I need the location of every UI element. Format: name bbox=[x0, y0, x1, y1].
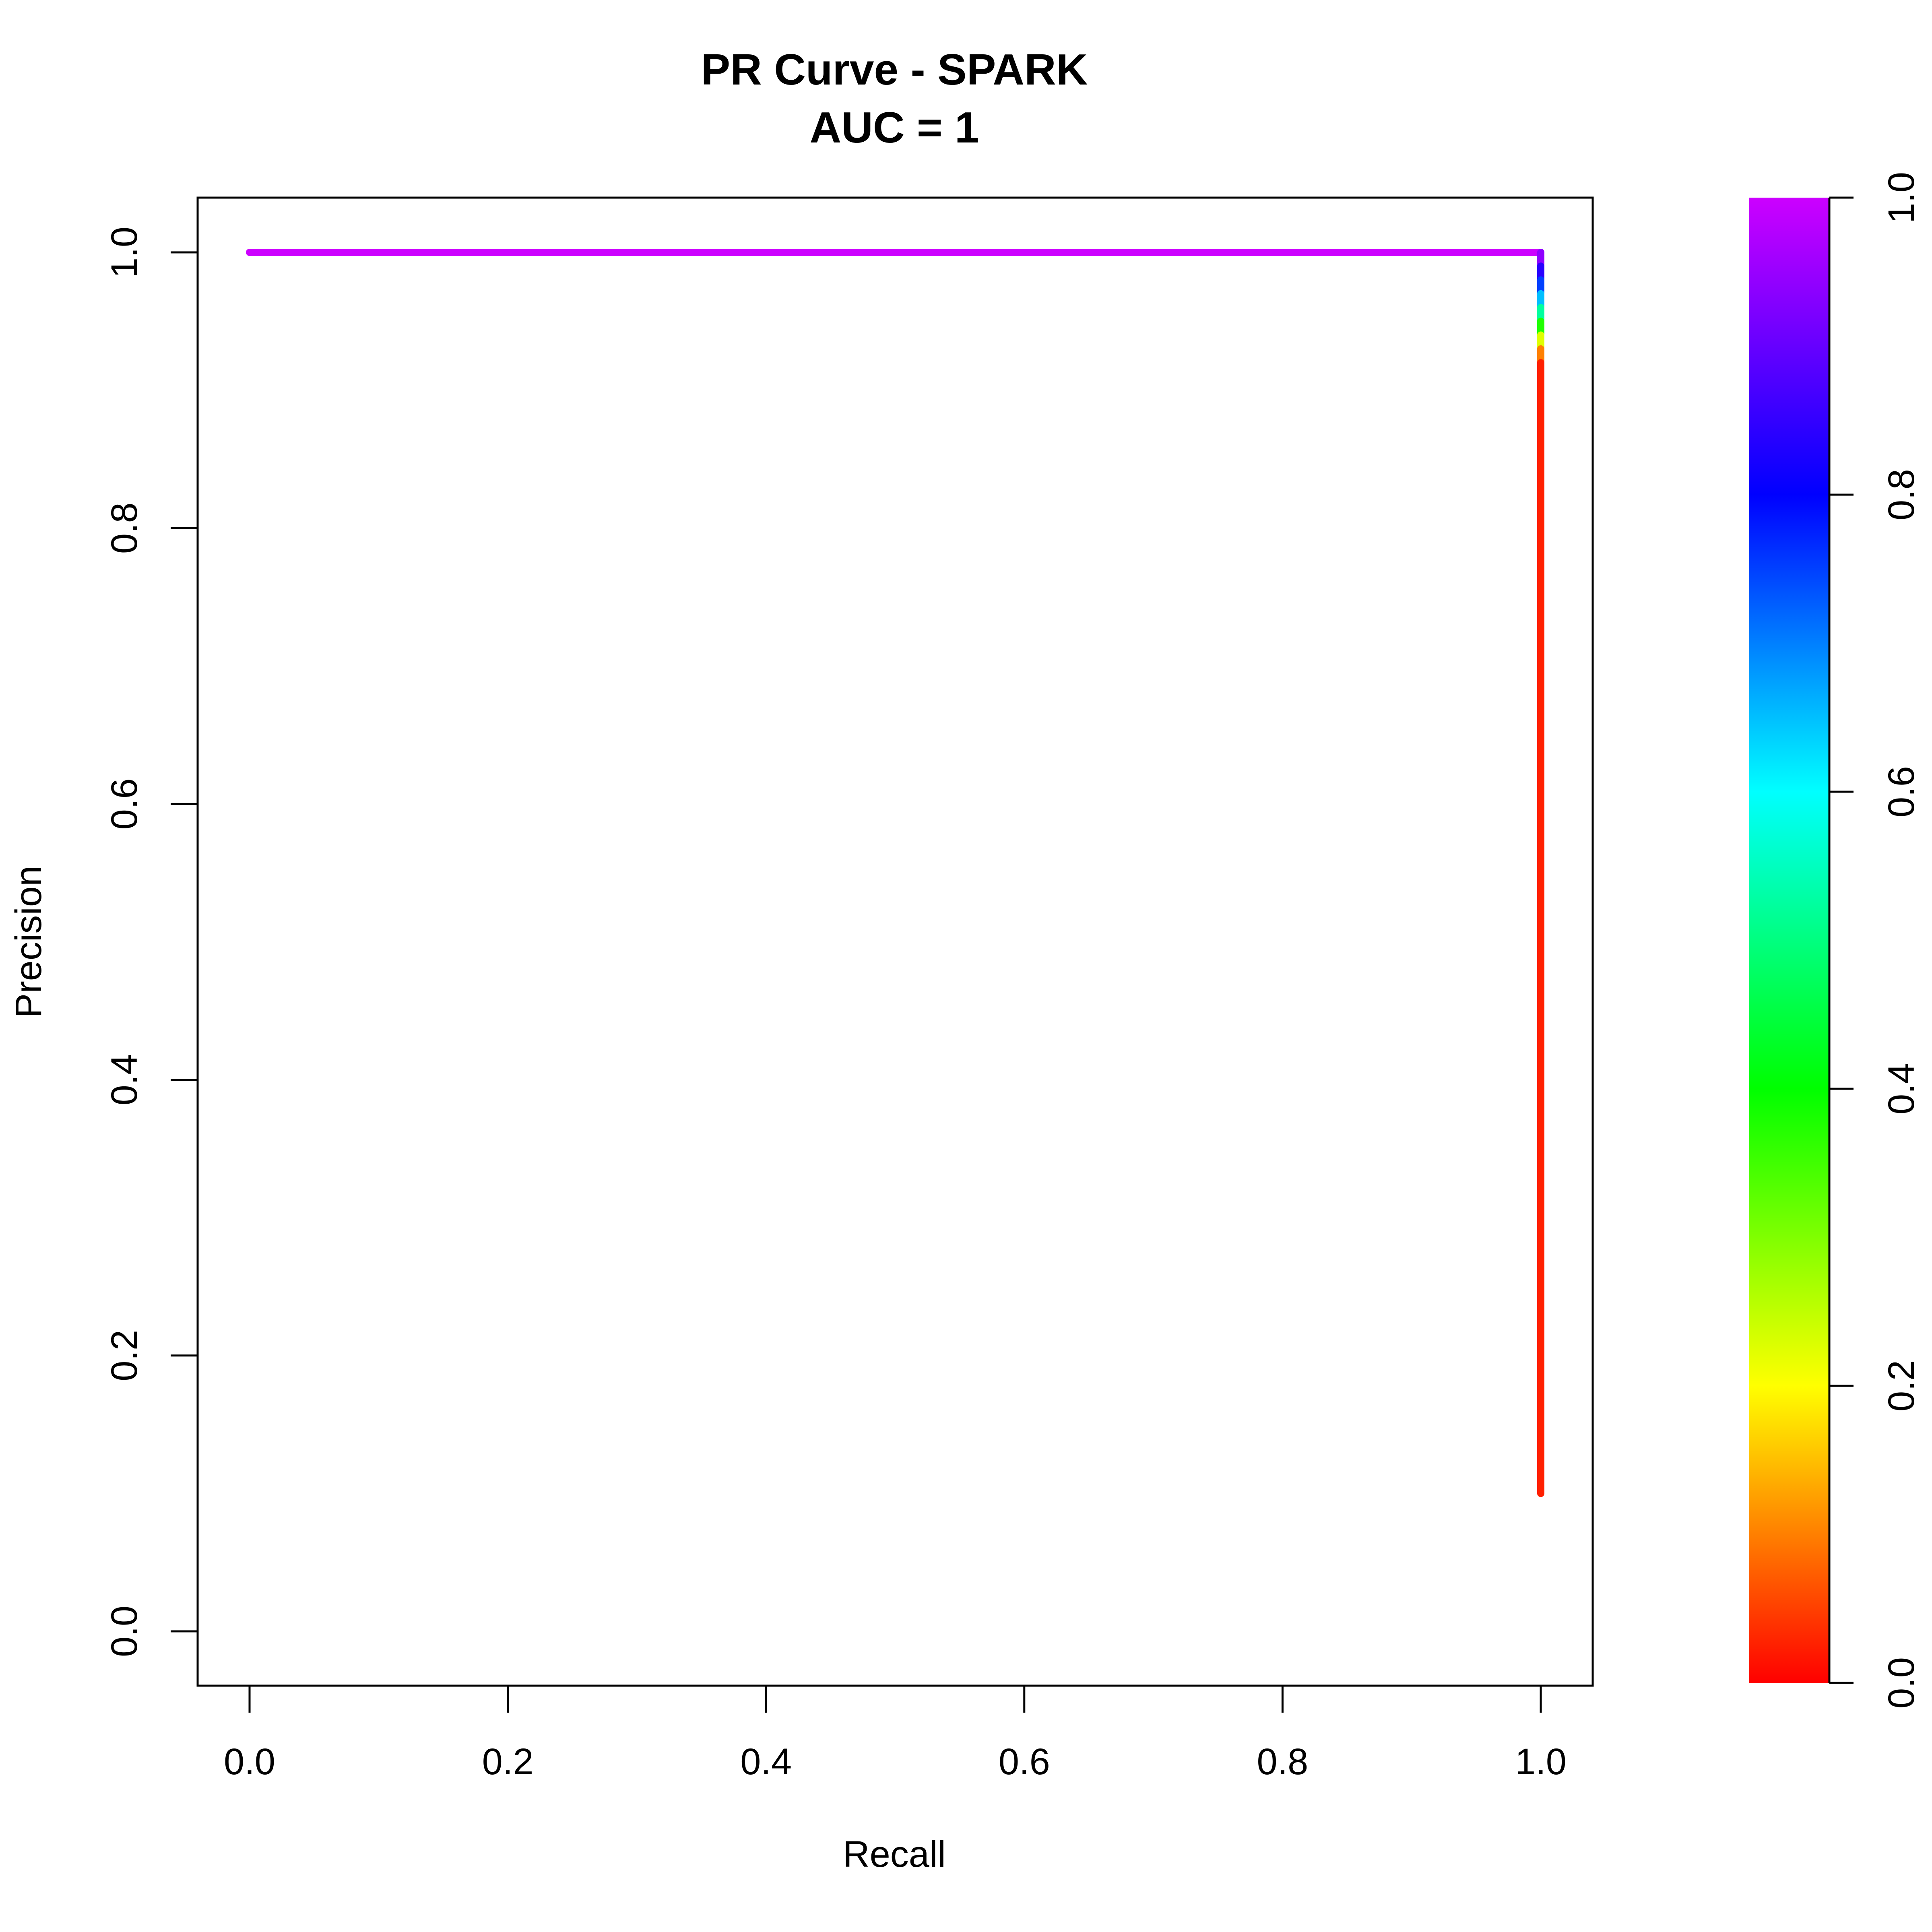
colorbar-axis: 0.0 0.2 0.4 0.6 0.8 1.0 bbox=[1828, 172, 1922, 1709]
y-axis-label: Precision bbox=[8, 866, 49, 1018]
colorbar bbox=[1749, 198, 1829, 1683]
colorbar-tick-label: 0.6 bbox=[1881, 766, 1922, 817]
colorbar-tick-label: 0.0 bbox=[1881, 1657, 1922, 1709]
y-tick-label: 1.0 bbox=[104, 227, 145, 278]
y-tick-label: 0.2 bbox=[104, 1330, 145, 1381]
y-tick-label: 0.4 bbox=[104, 1054, 145, 1106]
pr-curve bbox=[246, 249, 1544, 1497]
colorbar-tick-label: 1.0 bbox=[1881, 172, 1922, 223]
y-tick-label: 0.6 bbox=[104, 778, 145, 830]
y-tick-label: 0.0 bbox=[104, 1606, 145, 1657]
x-axis: 0.0 0.2 0.4 0.6 0.8 1.0 bbox=[224, 1684, 1567, 1782]
colorbar-tick-label: 0.2 bbox=[1881, 1360, 1922, 1412]
x-tick-label: 1.0 bbox=[1515, 1741, 1567, 1782]
x-tick-label: 0.6 bbox=[999, 1741, 1050, 1782]
x-tick-label: 0.8 bbox=[1257, 1741, 1308, 1782]
x-tick-label: 0.4 bbox=[740, 1741, 792, 1782]
y-tick-label: 0.8 bbox=[104, 502, 145, 554]
y-axis: 0.0 0.2 0.4 0.6 0.8 1.0 bbox=[104, 227, 199, 1657]
chart-title: PR Curve - SPARK bbox=[701, 45, 1088, 94]
x-tick-label: 0.0 bbox=[224, 1741, 275, 1782]
x-tick-label: 0.2 bbox=[482, 1741, 534, 1782]
chart-subtitle: AUC = 1 bbox=[810, 103, 979, 152]
colorbar-tick-label: 0.4 bbox=[1881, 1063, 1922, 1115]
plot-frame bbox=[196, 196, 1594, 1687]
colorbar-tick-label: 0.8 bbox=[1881, 469, 1922, 520]
x-axis-label: Recall bbox=[843, 1834, 946, 1875]
